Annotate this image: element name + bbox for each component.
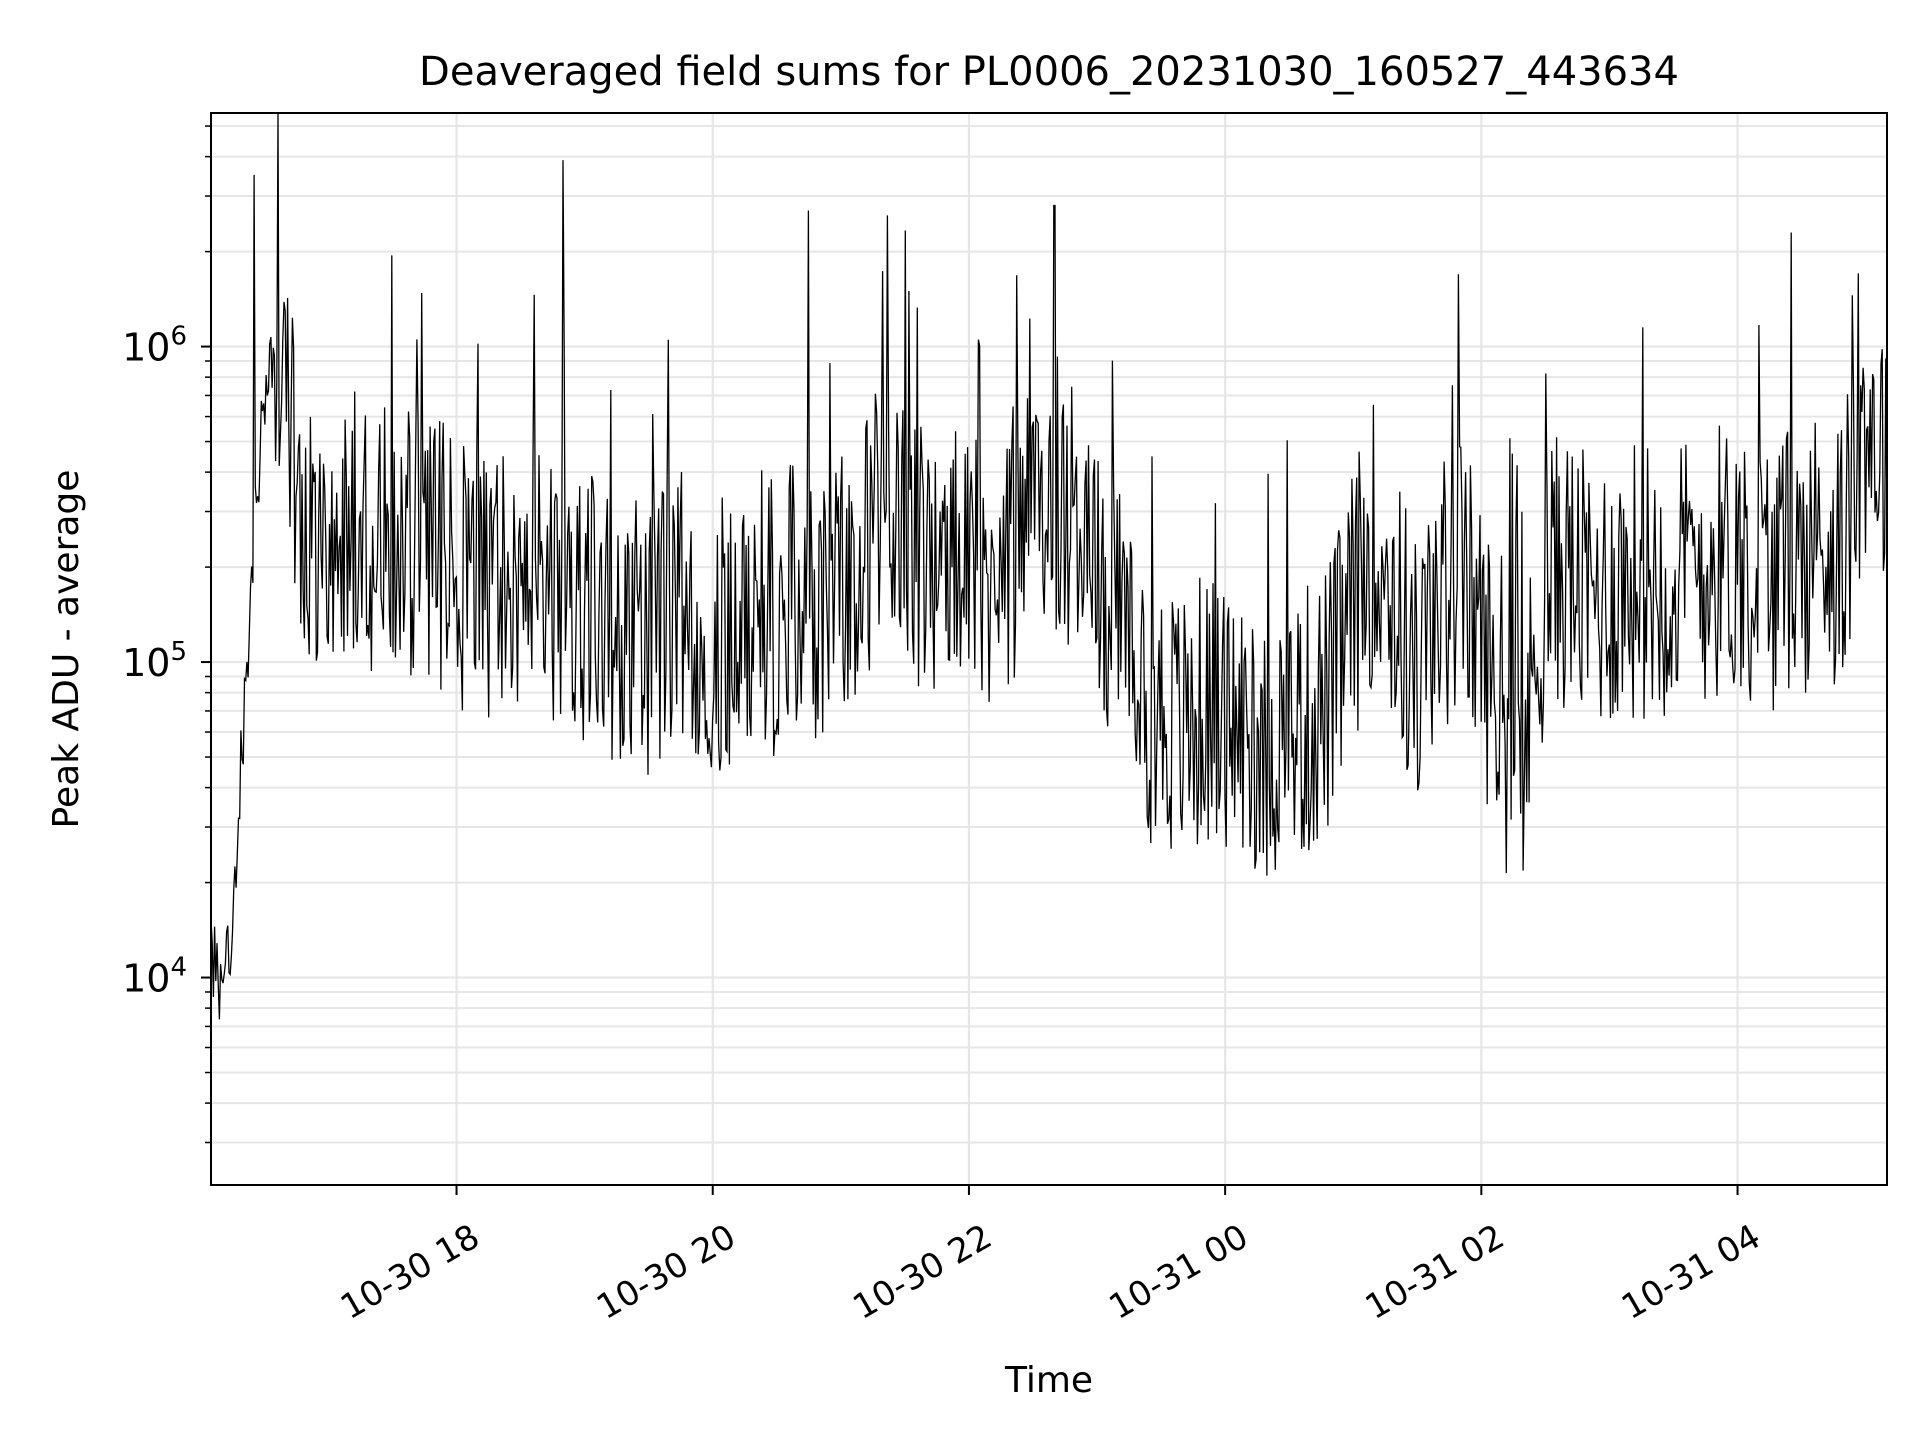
- y-axis: 104 105 106: [122, 125, 211, 1144]
- plot-frame: [210, 112, 1888, 1186]
- y-tick-label: 105: [122, 637, 187, 685]
- y-tick-label: 106: [122, 322, 187, 370]
- y-tick-label: 104: [122, 953, 187, 1001]
- series-line: [210, 112, 1888, 1020]
- y-axis-label: Peak ADU - average: [46, 470, 87, 829]
- chart-title: Deaveraged field sums for PL0006_2023103…: [419, 49, 1679, 95]
- x-axis-label: Time: [1004, 1360, 1093, 1401]
- series-group: [210, 112, 1888, 1020]
- grid: [211, 113, 1887, 1185]
